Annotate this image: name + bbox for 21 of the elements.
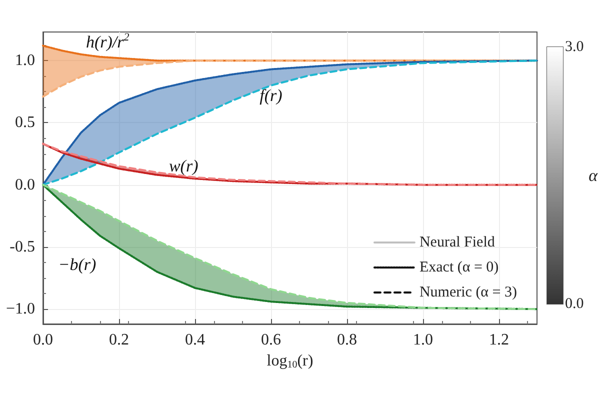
x-tick-label: 0.2: [109, 332, 129, 348]
x-tick-label: 1.0: [413, 332, 433, 348]
color-bar-title: α: [588, 166, 599, 185]
x-tick-label: 1.2: [489, 332, 509, 348]
legend-label: Numeric (α = 3): [419, 284, 518, 300]
x-tick-label: 0.6: [261, 332, 281, 348]
x-tick-label: 0.8: [337, 332, 357, 348]
legend-label: Neural Field: [419, 234, 496, 250]
annotation: w(r): [168, 156, 199, 176]
x-tick-label: 0.0: [33, 332, 53, 348]
y-tick-label: 0.5: [15, 114, 35, 132]
color-bar-label: 0.0: [565, 296, 584, 312]
legend-label: Exact (α = 0): [419, 260, 499, 276]
x-tick-label: 0.4: [185, 332, 205, 348]
y-tick-label: −1.0: [6, 300, 35, 318]
y-tick-label: 1.0: [15, 52, 35, 70]
y-tick-label: 0.0: [15, 176, 35, 194]
color-bar-label: 3.0: [565, 39, 584, 55]
annotation: −b(r): [58, 254, 96, 274]
annotation: f(r): [260, 86, 283, 105]
y-tick-label: -0.5: [10, 238, 35, 256]
